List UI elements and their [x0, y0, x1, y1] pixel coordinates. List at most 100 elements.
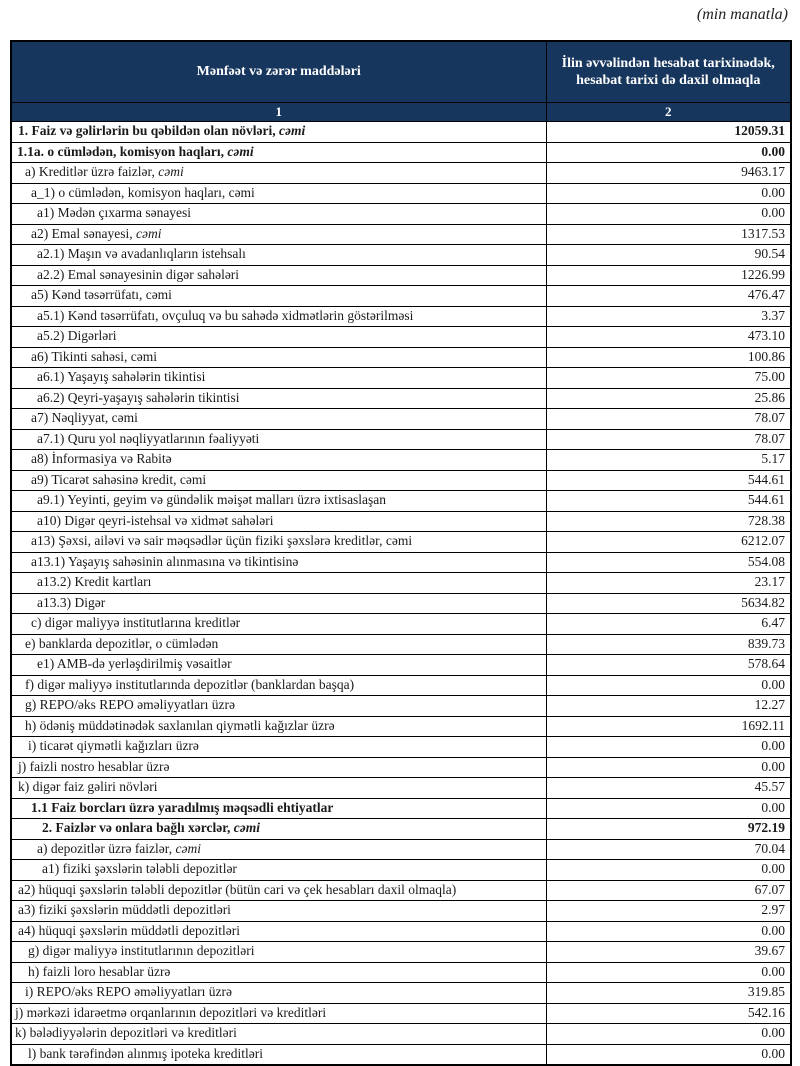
table-row: g) digər maliyyə institutlarının depozit…	[10, 941, 792, 963]
row-label: k) bələdiyyələrin depozitləri və kreditl…	[10, 1023, 547, 1045]
table-row: e) banklarda depozitlər, o cümlədən 839.7…	[10, 633, 792, 655]
table-row: a) Kreditlər üzrə faizlər, cəmi 9463.17	[10, 162, 792, 184]
row-label-em: cəmi	[227, 143, 254, 159]
row-value: 0.00	[545, 736, 792, 758]
row-value: 0.00	[545, 141, 792, 163]
table-row: i) ticarət qiymətli kağızları üzrə 0.00	[10, 736, 792, 758]
table-row: a2) hüquqi şəxslərin tələbli depozitlər …	[10, 879, 792, 901]
row-label: a2) hüquqi şəxslərin tələbli depozitlər …	[10, 879, 547, 901]
row-label: 2. Faizlər və onlara bağlı xərclər, cəmi	[10, 818, 547, 840]
row-label: a1) fiziki şəxslərin tələbli depozitlər	[10, 859, 547, 881]
row-value: 12.27	[545, 695, 792, 717]
row-label: a4) hüquqi şəxslərin müddətli depozitlər…	[10, 920, 547, 942]
table-row: a13.2) Kredit kartları 23.17	[10, 572, 792, 594]
row-value: 1317.53	[545, 223, 792, 245]
row-value: 544.61	[545, 469, 792, 491]
row-label: a2.1) Maşın və avadanlıqların istehsalı	[10, 244, 547, 266]
row-value: 0.00	[545, 756, 792, 778]
row-value: 1692.11	[545, 715, 792, 737]
row-value: 78.07	[545, 408, 792, 430]
row-value: 2.97	[545, 900, 792, 922]
table-row: h) ödəniş müddətinədək saxlanılan qiymət…	[10, 715, 792, 737]
row-value: 839.73	[545, 633, 792, 655]
row-label: a13.3) Digər	[10, 592, 547, 614]
row-label: j) faizli nostro hesablar üzrə	[10, 756, 547, 778]
table-row: l) bank tərəfindən alınmış ipoteka kredi…	[10, 1043, 792, 1066]
row-label: e1) AMB-də yerləşdirilmiş vəsaitlər	[10, 654, 547, 676]
row-label-em: cəmi	[279, 123, 306, 139]
table-row: a2.2) Emal sənayesinin digər sahələri 122…	[10, 264, 792, 286]
row-value: 544.61	[545, 490, 792, 512]
row-value: 6212.07	[545, 531, 792, 553]
row-label: a1) Mədən çıxarma sənayesi	[10, 203, 547, 225]
row-value: 39.67	[545, 941, 792, 963]
row-label: a3) fiziki şəxslərin müddətli depozitlər…	[10, 900, 547, 922]
row-value: 0.00	[545, 920, 792, 942]
row-label: e) banklarda depozitlər, o cümlədən	[10, 633, 547, 655]
row-label: j) mərkəzi idarəetmə orqanlarının depozi…	[10, 1002, 547, 1024]
row-label: a5) Kənd təsərrüfatı, cəmi	[10, 285, 547, 307]
table-row: a3) fiziki şəxslərin müddətli depozitlər…	[10, 900, 792, 922]
row-value: 1226.99	[545, 264, 792, 286]
row-label: 1.1 Faiz borcları üzrə yaradılmış məqsəd…	[10, 797, 547, 819]
row-value: 25.86	[545, 387, 792, 409]
row-label: a7.1) Quru yol nəqliyyatlarının fəaliyyə…	[10, 428, 547, 450]
row-value: 0.00	[545, 961, 792, 983]
row-value: 476.47	[545, 285, 792, 307]
row-label: a2.2) Emal sənayesinin digər sahələri	[10, 264, 547, 286]
row-label-em: cəmi	[233, 820, 260, 836]
row-value: 6.47	[545, 613, 792, 635]
col-number-2: 2	[545, 102, 792, 122]
row-label: a5.1) Kənd təsərrüfatı, ovçuluq və bu sa…	[10, 305, 547, 327]
row-label: f) digər maliyyə institutlarında depozit…	[10, 674, 547, 696]
row-value: 5634.82	[545, 592, 792, 614]
row-label: a_1) o cümlədən, komisyon haqları, cəmi	[10, 182, 547, 204]
table-row: a7) Nəqliyyat, cəmi 78.07	[10, 408, 792, 430]
table-row: a) depozitlər üzrə faizlər, cəmi 70.04	[10, 838, 792, 860]
row-value: 100.86	[545, 346, 792, 368]
row-value: 319.85	[545, 982, 792, 1004]
table-row: a2) Emal sənayesi, cəmi 1317.53	[10, 223, 792, 245]
table-row: a8) İnformasiya və Rabitə 5.17	[10, 449, 792, 471]
row-value: 728.38	[545, 510, 792, 532]
table-row: a5.1) Kənd təsərrüfatı, ovçuluq və bu sa…	[10, 305, 792, 327]
table-row: a5) Kənd təsərrüfatı, cəmi 476.47	[10, 285, 792, 307]
table-row: k) bələdiyyələrin depozitləri və kreditl…	[10, 1023, 792, 1045]
table-row: a2.1) Maşın və avadanlıqların istehsalı 9…	[10, 244, 792, 266]
row-label: a9.1) Yeyinti, geyim və gündəlik məişət …	[10, 490, 547, 512]
row-value: 23.17	[545, 572, 792, 594]
row-value: 90.54	[545, 244, 792, 266]
row-value: 0.00	[545, 797, 792, 819]
table-row: a9) Ticarət sahəsinə kredit, cəmi 544.61	[10, 469, 792, 491]
table-row: 2. Faizlər və onlara bağlı xərclər, cəmi…	[10, 818, 792, 840]
row-label: a9) Ticarət sahəsinə kredit, cəmi	[10, 469, 547, 491]
row-value: 75.00	[545, 367, 792, 389]
table-body: 1. Faiz və gəlirlərin bu qəbildən olan n…	[10, 121, 792, 1066]
col-header-period: İlin əvvəlindən hesabat tarixinədək, hes…	[545, 40, 792, 103]
row-label: a) depozitlər üzrə faizlər, cəmi	[10, 838, 547, 860]
table-row: e1) AMB-də yerləşdirilmiş vəsaitlər 578.6…	[10, 654, 792, 676]
table-row: a9.1) Yeyinti, geyim və gündəlik məişət …	[10, 490, 792, 512]
row-label: i) ticarət qiymətli kağızları üzrə	[10, 736, 547, 758]
row-value: 972.19	[545, 818, 792, 840]
row-label: a13.2) Kredit kartları	[10, 572, 547, 594]
row-label: a) Kreditlər üzrə faizlər, cəmi	[10, 162, 547, 184]
row-value: 9463.17	[545, 162, 792, 184]
row-value: 0.00	[545, 1023, 792, 1045]
row-label-em: cəmi	[135, 225, 162, 241]
row-label: a8) İnformasiya və Rabitə	[10, 449, 547, 471]
table-row: a_1) o cümlədən, komisyon haqları, cəmi 0…	[10, 182, 792, 204]
table-row: j) mərkəzi idarəetmə orqanlarının depozi…	[10, 1002, 792, 1024]
table-row: a1) fiziki şəxslərin tələbli depozitlər 0…	[10, 859, 792, 881]
row-label: 1. Faiz və gəlirlərin bu qəbildən olan n…	[10, 121, 547, 143]
table-row: i) REPO/əks REPO əməliyyatları üzrə 319.8…	[10, 982, 792, 1004]
row-label-em: cəmi	[158, 164, 184, 180]
row-label: g) digər maliyyə institutlarının depozit…	[10, 941, 547, 963]
units-note: (min manatla)	[696, 6, 788, 23]
profit-loss-table: Mənfəət və zərər maddələri İlin əvvəlind…	[10, 40, 792, 1066]
table-row: j) faizli nostro hesablar üzrə 0.00	[10, 756, 792, 778]
row-label: a6.2) Qeyri-yaşayış sahələrin tikintisi	[10, 387, 547, 409]
table-row: f) digər maliyyə institutlarında depozit…	[10, 674, 792, 696]
table-row: a1) Mədən çıxarma sənayesi 0.00	[10, 203, 792, 225]
table-row: a13) Şəxsi, ailəvi və sair məqsədlər üçü…	[10, 531, 792, 553]
